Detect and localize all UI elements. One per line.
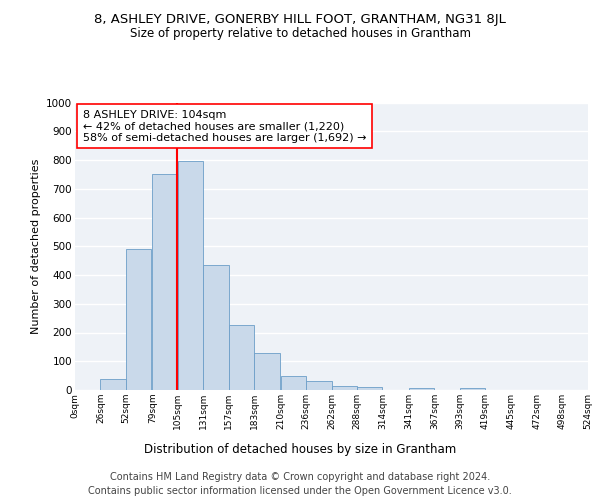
Bar xyxy=(409,388,434,390)
Y-axis label: Number of detached properties: Number of detached properties xyxy=(31,158,41,334)
Bar xyxy=(460,388,485,390)
Bar xyxy=(152,174,178,390)
Text: Size of property relative to detached houses in Grantham: Size of property relative to detached ho… xyxy=(130,28,470,40)
Bar xyxy=(100,378,126,390)
Text: Contains public sector information licensed under the Open Government Licence v3: Contains public sector information licen… xyxy=(88,486,512,496)
Text: Contains HM Land Registry data © Crown copyright and database right 2024.: Contains HM Land Registry data © Crown c… xyxy=(110,472,490,482)
Bar xyxy=(331,386,357,390)
Bar xyxy=(357,387,382,390)
Bar xyxy=(126,249,151,390)
Bar xyxy=(281,376,306,390)
Bar xyxy=(306,382,331,390)
Text: Distribution of detached houses by size in Grantham: Distribution of detached houses by size … xyxy=(144,442,456,456)
Bar xyxy=(203,265,229,390)
Text: 8, ASHLEY DRIVE, GONERBY HILL FOOT, GRANTHAM, NG31 8JL: 8, ASHLEY DRIVE, GONERBY HILL FOOT, GRAN… xyxy=(94,12,506,26)
Bar xyxy=(229,326,254,390)
Text: 8 ASHLEY DRIVE: 104sqm
← 42% of detached houses are smaller (1,220)
58% of semi-: 8 ASHLEY DRIVE: 104sqm ← 42% of detached… xyxy=(83,110,366,143)
Bar xyxy=(254,352,280,390)
Bar xyxy=(178,162,203,390)
